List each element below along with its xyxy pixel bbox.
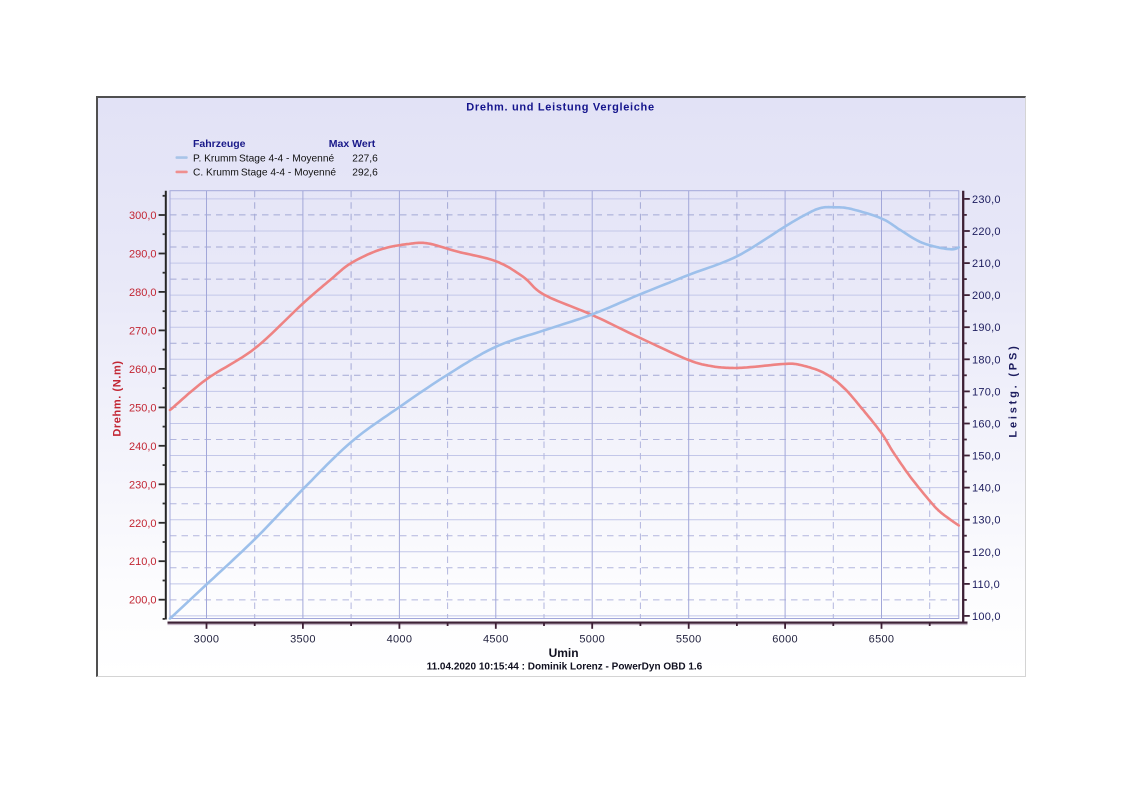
svg-text:150,0: 150,0 (972, 451, 1001, 463)
svg-text:Max Wert: Max Wert (329, 138, 376, 150)
svg-text:180,0: 180,0 (972, 354, 1001, 366)
svg-text:240,0: 240,0 (129, 441, 157, 453)
svg-text:220,0: 220,0 (972, 226, 1001, 238)
svg-text:5000: 5000 (579, 634, 605, 646)
svg-text:3000: 3000 (194, 634, 220, 646)
svg-text:250,0: 250,0 (129, 402, 157, 414)
svg-text:210,0: 210,0 (972, 258, 1001, 270)
svg-text:270,0: 270,0 (129, 325, 157, 337)
svg-text:11.04.2020 10:15:44 : Dominik: 11.04.2020 10:15:44 : Dominik Lorenz - P… (427, 662, 703, 673)
svg-text:110,0: 110,0 (972, 579, 1000, 591)
svg-text:130,0: 130,0 (972, 515, 1001, 527)
svg-text:140,0: 140,0 (972, 483, 1001, 495)
svg-text:120,0: 120,0 (972, 547, 1001, 559)
svg-text:6500: 6500 (869, 634, 895, 646)
svg-text:Fahrzeuge: Fahrzeuge (193, 138, 246, 150)
svg-text:292,6: 292,6 (352, 167, 378, 178)
svg-text:210,0: 210,0 (129, 556, 157, 568)
svg-text:4500: 4500 (483, 634, 509, 646)
svg-text:P. Krumm Stage 4-4 - Moyenné: P. Krumm Stage 4-4 - Moyenné (193, 153, 334, 164)
svg-text:Leistg. (PS): Leistg. (PS) (1008, 343, 1020, 437)
svg-text:190,0: 190,0 (972, 322, 1001, 334)
svg-text:230,0: 230,0 (129, 479, 157, 491)
svg-text:Umin: Umin (549, 646, 579, 660)
svg-text:170,0: 170,0 (972, 386, 1001, 398)
svg-text:200,0: 200,0 (972, 290, 1001, 302)
svg-text:3500: 3500 (290, 634, 316, 646)
svg-text:220,0: 220,0 (129, 518, 157, 530)
svg-text:C. Krumm Stage 4-4 - Moyenné: C. Krumm Stage 4-4 - Moyenné (193, 167, 336, 178)
svg-text:290,0: 290,0 (129, 249, 157, 261)
svg-text:300,0: 300,0 (129, 210, 157, 222)
svg-text:160,0: 160,0 (972, 419, 1001, 431)
svg-text:230,0: 230,0 (972, 194, 1001, 206)
svg-text:4000: 4000 (387, 634, 413, 646)
svg-text:6000: 6000 (772, 634, 798, 646)
svg-text:280,0: 280,0 (129, 287, 157, 299)
svg-text:Drehm. und Leistung Vergleiche: Drehm. und Leistung Vergleiche (466, 102, 655, 114)
svg-text:260,0: 260,0 (129, 364, 157, 376)
svg-text:200,0: 200,0 (129, 595, 157, 607)
svg-text:Drehm. (N.m): Drehm. (N.m) (111, 360, 123, 436)
svg-text:5500: 5500 (676, 634, 702, 646)
svg-text:227,6: 227,6 (352, 153, 378, 164)
svg-text:100,0: 100,0 (972, 611, 1001, 623)
